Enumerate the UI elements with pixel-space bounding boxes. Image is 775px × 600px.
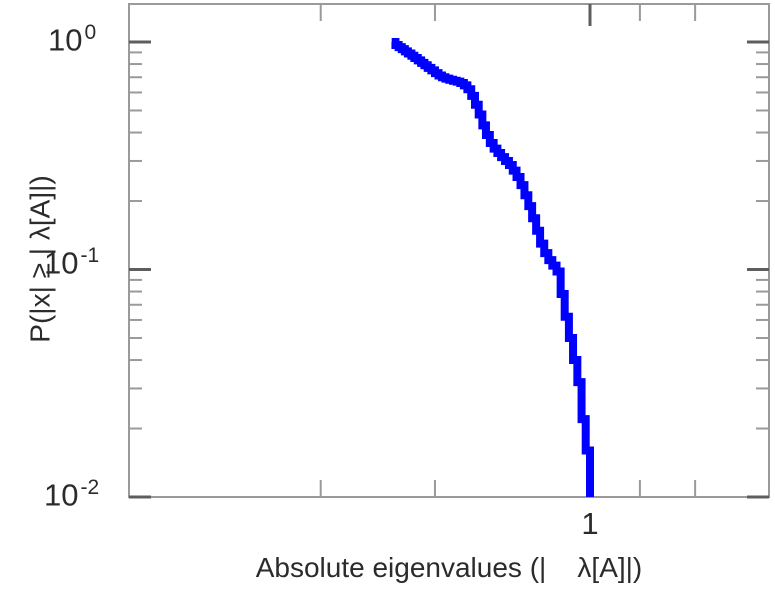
y-tick-label-1e-2: 10-2 <box>44 476 100 513</box>
y-tick-label-1e-1: 10-1 <box>44 244 100 281</box>
x-tick-label-1: 1 <box>581 506 599 541</box>
plot-axes-frame <box>128 3 770 498</box>
y-axis-title: P(|x| ≥ | λ[A]|) <box>24 175 56 343</box>
y-tick-label-1e0: 100 <box>48 21 97 58</box>
x-axis-title: Absolute eigenvalues (| λ[A]|) <box>255 552 643 583</box>
